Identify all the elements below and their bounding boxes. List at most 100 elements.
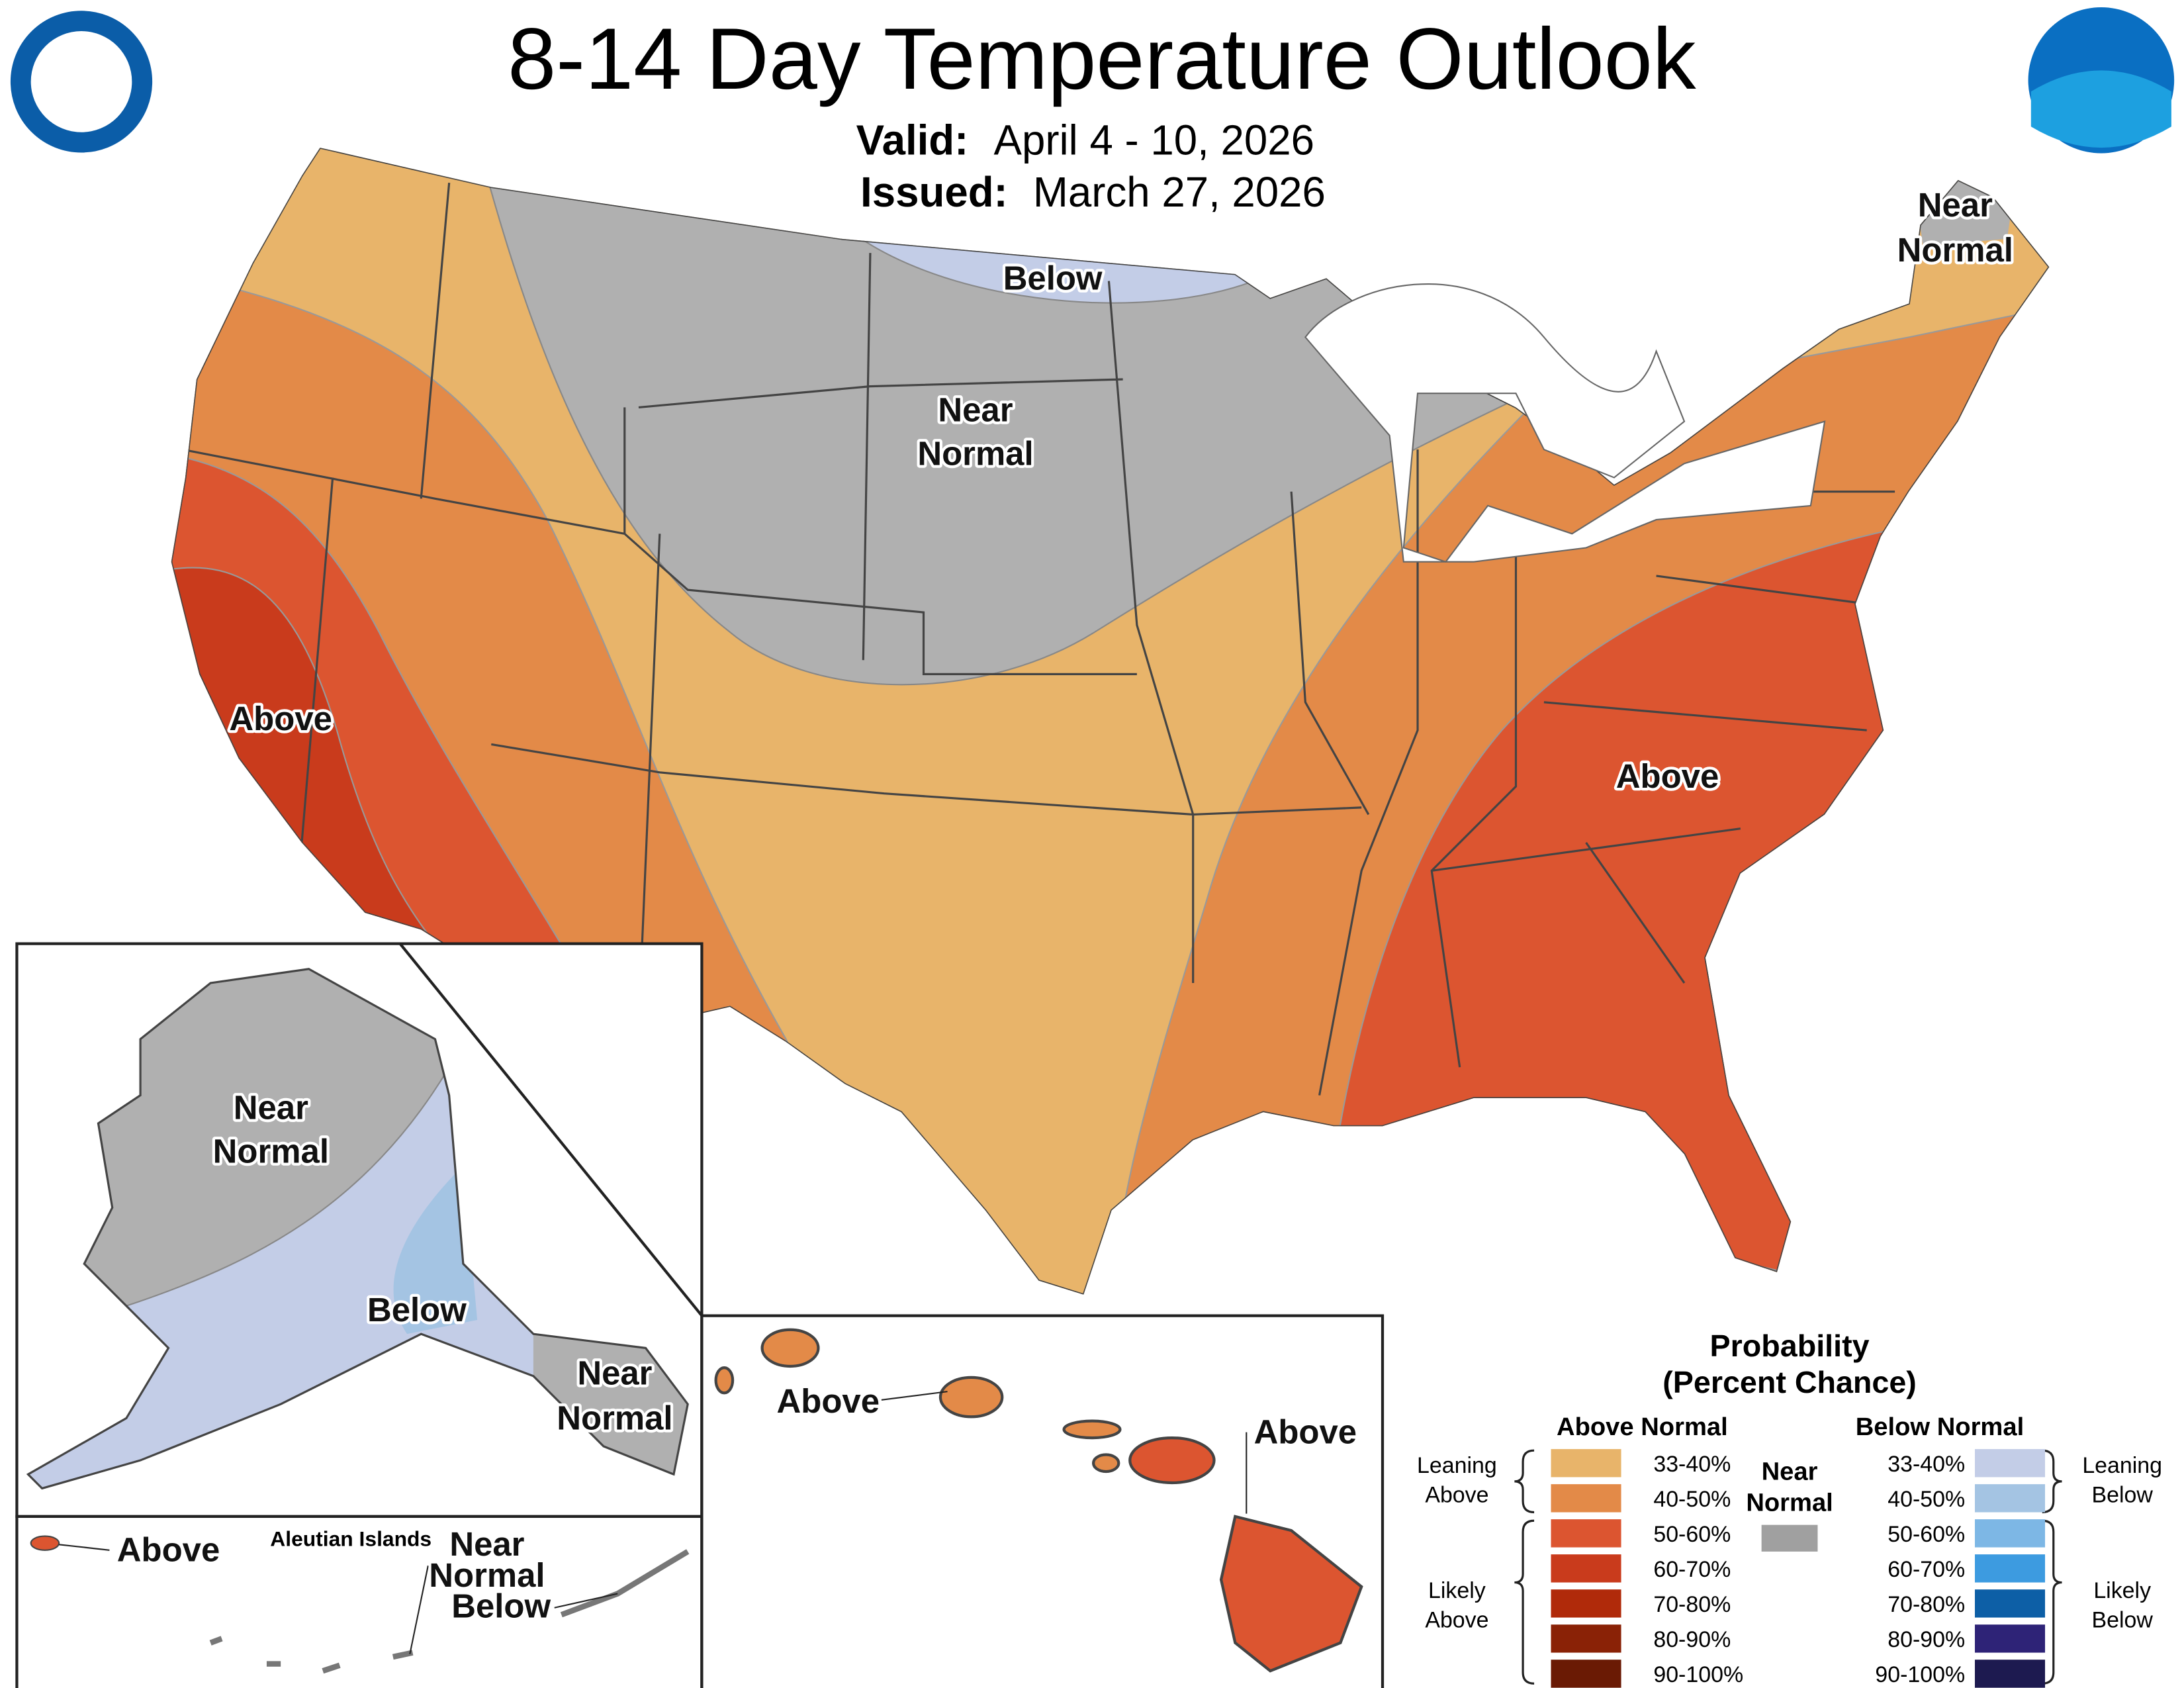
- label-line: Near: [577, 1354, 652, 1392]
- legend-swatch: [1974, 1484, 2046, 1513]
- leader-line: [554, 1593, 618, 1609]
- alaska-outline: [26, 968, 689, 1490]
- label-line: Normal: [1746, 1488, 1833, 1517]
- label-line: Near: [1918, 186, 1993, 224]
- legend-item-label: 90-100%: [1653, 1662, 1743, 1687]
- label-line: Normal: [1897, 231, 2013, 269]
- label-line: Normal: [917, 434, 1033, 472]
- label-line: Near: [938, 391, 1013, 429]
- leader-line: [58, 1544, 110, 1551]
- legend-heading: Above Normal: [1557, 1413, 1728, 1441]
- island: [1062, 1419, 1122, 1440]
- label-line: Normal: [557, 1399, 672, 1436]
- label-line: Near: [234, 1089, 308, 1127]
- issued-value: March 27, 2026: [1033, 169, 1326, 216]
- label-line: Below: [451, 1587, 551, 1625]
- issued-label: Issued:: [860, 169, 1008, 216]
- region-label: Above: [229, 700, 332, 737]
- legend-group: Likely Above: [1425, 1578, 1488, 1633]
- legend-item-label: 50-60%: [1653, 1522, 1731, 1547]
- legend-item-label: 70-80%: [1653, 1592, 1731, 1617]
- label-line: Below: [367, 1291, 467, 1329]
- leader-line: [409, 1565, 429, 1654]
- legend-brace: [1514, 1449, 2062, 1685]
- legend-swatch: [1551, 1484, 1621, 1513]
- label-line: Near: [1762, 1458, 1818, 1486]
- commerce-logo-inner: [30, 31, 132, 132]
- island: [30, 1535, 60, 1551]
- title: 8-14 Day Temperature Outlook: [508, 10, 1696, 107]
- legend-item-label: 80-90%: [1653, 1627, 1731, 1652]
- great-lakes: [1304, 283, 1826, 563]
- legend-swatch: [1974, 1589, 2046, 1618]
- legend-item-label: 40-50%: [1653, 1487, 1731, 1512]
- legend: Probability (Percent Chance) Above Norma…: [1417, 1329, 2162, 1688]
- legend-near: Near Normal: [1746, 1458, 1833, 1517]
- legend-item-label: 90-100%: [1875, 1662, 1965, 1687]
- legend-swatch: [1551, 1624, 1621, 1653]
- island: [938, 1376, 1004, 1419]
- label-line: Above: [1425, 1607, 1488, 1632]
- region-label: Near Normal Below: [429, 1525, 551, 1624]
- legend-swatch: [1974, 1624, 2046, 1653]
- legend-swatch: [1551, 1589, 1621, 1618]
- legend-swatch: [1974, 1660, 2046, 1688]
- valid-value: April 4 - 10, 2026: [994, 117, 1314, 164]
- legend-swatch: [1551, 1519, 1621, 1548]
- legend-heading: Below Normal: [1856, 1413, 2024, 1441]
- label-line: Leaning: [2082, 1453, 2162, 1478]
- inset-connector: [398, 943, 704, 1317]
- label-line: Normal: [213, 1132, 329, 1170]
- island: [1128, 1436, 1216, 1485]
- legend-item-label: 40-50%: [1888, 1487, 1965, 1512]
- noaa-logo-wave: [2030, 70, 2171, 148]
- island: [1219, 1515, 1363, 1673]
- label-line: Leaning: [1417, 1453, 1497, 1478]
- hawaii-islands: [714, 1328, 1363, 1673]
- island: [1092, 1453, 1120, 1474]
- legend-swatch: [1974, 1519, 2046, 1548]
- legend-swatch: [1974, 1554, 2046, 1583]
- legend-swatch: [1974, 1449, 2046, 1477]
- legend-item-label: 60-70%: [1653, 1557, 1731, 1582]
- label-line: Below: [2091, 1483, 2153, 1508]
- state-borders: [182, 182, 1895, 1096]
- region-label: Above: [1616, 757, 1719, 795]
- legend-swatch: [1761, 1524, 1818, 1552]
- legend-swatch: [1551, 1449, 1621, 1477]
- legend-item-label: 80-90%: [1888, 1627, 1965, 1652]
- legend-item-label: 33-40%: [1653, 1452, 1731, 1477]
- label-line: Likely: [2093, 1578, 2151, 1603]
- legend-subtitle: (Percent Chance): [1662, 1365, 1917, 1399]
- legend-group: Leaning Above: [1417, 1453, 1497, 1508]
- island: [760, 1328, 820, 1368]
- legend-item-label: 60-70%: [1888, 1557, 1965, 1582]
- label-line: Below: [2091, 1607, 2153, 1632]
- region-label: Below: [367, 1291, 467, 1329]
- legend-item-label: 70-80%: [1888, 1592, 1965, 1617]
- region-label: Near Normal: [213, 1089, 329, 1170]
- legend-group: Leaning Below: [2082, 1453, 2162, 1508]
- label-line: Likely: [1428, 1578, 1486, 1603]
- legend-item-label: 33-40%: [1888, 1452, 1965, 1477]
- label-line: Below: [1003, 259, 1103, 297]
- region-label: Near Normal: [1897, 186, 2013, 269]
- region-label: Near Normal: [557, 1354, 672, 1437]
- legend-group: Likely Below: [2091, 1578, 2153, 1633]
- region-label: Above: [1254, 1413, 1357, 1451]
- region-label: Below: [1003, 259, 1103, 297]
- label-line: Normal: [429, 1556, 545, 1594]
- valid-label: Valid:: [856, 117, 969, 164]
- region-label: Above: [777, 1382, 880, 1420]
- leader-line: [881, 1391, 948, 1401]
- label-line: Above: [229, 700, 332, 737]
- legend-item-label: 50-60%: [1888, 1522, 1965, 1547]
- region-label: Above: [117, 1531, 220, 1569]
- islands: [209, 1549, 690, 1674]
- label-line: Near: [449, 1525, 524, 1563]
- legend-title: Probability: [1710, 1329, 1870, 1363]
- legend-swatch: [1551, 1554, 1621, 1583]
- legend-swatch: [1551, 1660, 1621, 1688]
- label-line: Above: [1616, 757, 1719, 795]
